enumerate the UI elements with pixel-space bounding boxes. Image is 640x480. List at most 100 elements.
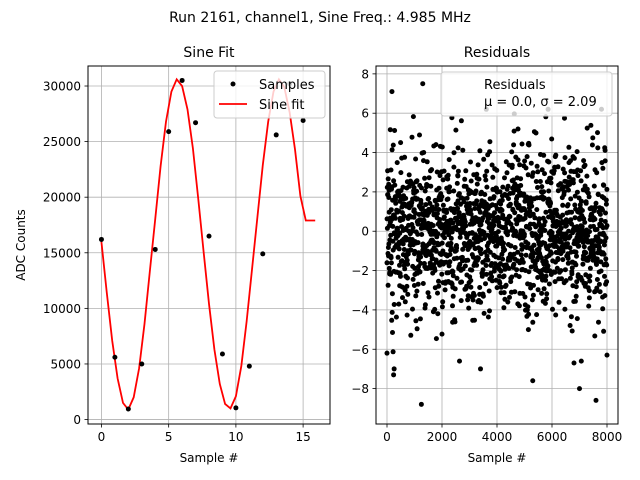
residual-point bbox=[450, 293, 456, 299]
residual-outlier-point bbox=[391, 366, 397, 372]
residual-point bbox=[392, 128, 398, 133]
residual-point bbox=[507, 294, 512, 300]
residual-point bbox=[507, 214, 513, 220]
residual-point bbox=[474, 262, 480, 268]
residual-point bbox=[553, 207, 559, 213]
residual-point bbox=[447, 189, 453, 194]
residual-point bbox=[573, 249, 579, 255]
residual-point bbox=[529, 297, 535, 303]
residual-point bbox=[533, 130, 539, 136]
legend-sine-fit-label: Sine fit bbox=[259, 98, 305, 113]
residual-outlier-point bbox=[577, 386, 582, 392]
residual-point bbox=[509, 162, 515, 168]
residual-point bbox=[432, 268, 438, 273]
residual-point bbox=[574, 224, 580, 230]
residual-point bbox=[498, 268, 504, 274]
residual-point bbox=[417, 269, 423, 275]
residual-point bbox=[594, 170, 600, 176]
residual-point bbox=[422, 302, 428, 308]
residual-point bbox=[403, 195, 409, 201]
residual-point bbox=[586, 295, 592, 301]
residual-point bbox=[494, 285, 500, 291]
residual-point bbox=[550, 215, 556, 221]
residual-point bbox=[543, 277, 549, 283]
residual-point bbox=[534, 312, 540, 318]
legend-samples-label: Samples bbox=[259, 78, 315, 93]
residual-point bbox=[565, 260, 571, 266]
sample-point bbox=[260, 251, 266, 257]
figure-suptitle: Run 2161, channel1, Sine Freq.: 4.985 MH… bbox=[169, 10, 471, 26]
residual-point bbox=[569, 271, 575, 277]
residual-point bbox=[574, 279, 580, 285]
residual-point bbox=[542, 228, 548, 233]
residual-point bbox=[434, 202, 440, 208]
residual-point bbox=[539, 272, 545, 278]
residual-point bbox=[430, 223, 436, 228]
sine-fit-x-tick-label: 10 bbox=[228, 430, 243, 444]
residual-point bbox=[415, 281, 421, 287]
residual-point bbox=[497, 280, 503, 286]
sine-fit-ylabel: ADC Counts bbox=[14, 209, 28, 281]
residual-point bbox=[592, 204, 598, 210]
residual-point bbox=[463, 168, 469, 174]
residual-point bbox=[478, 222, 484, 228]
residual-point bbox=[450, 220, 456, 226]
residual-point bbox=[454, 180, 460, 186]
residual-point bbox=[581, 244, 587, 250]
residual-point bbox=[439, 240, 445, 246]
residual-point bbox=[458, 298, 464, 304]
residual-point bbox=[534, 163, 540, 169]
residual-point bbox=[400, 184, 406, 190]
residual-point bbox=[574, 253, 579, 259]
sine-fit-plot-frame bbox=[87, 65, 331, 425]
residual-outlier-point bbox=[389, 89, 395, 95]
residual-outlier-point bbox=[478, 366, 483, 372]
residual-point bbox=[520, 259, 526, 265]
residual-point bbox=[392, 182, 398, 188]
sine-fit-y-tick-label: 0 bbox=[73, 413, 81, 427]
residual-point bbox=[462, 263, 468, 269]
residuals-y-tick-label: 6 bbox=[361, 107, 369, 121]
residual-point bbox=[597, 211, 603, 217]
residual-point bbox=[527, 226, 533, 232]
residual-point bbox=[447, 259, 453, 265]
residual-point bbox=[569, 209, 575, 215]
residual-point bbox=[400, 295, 405, 301]
residual-point bbox=[422, 188, 428, 194]
residual-point bbox=[584, 125, 590, 131]
residual-point bbox=[579, 208, 585, 213]
residual-point bbox=[460, 147, 466, 153]
residual-point bbox=[544, 291, 550, 297]
residual-point bbox=[435, 231, 441, 237]
residual-point bbox=[596, 319, 601, 325]
residual-point bbox=[491, 222, 497, 228]
sample-point bbox=[233, 405, 239, 411]
residual-point bbox=[483, 177, 489, 183]
residual-point bbox=[472, 317, 477, 323]
residual-point bbox=[484, 184, 490, 190]
sample-point bbox=[273, 132, 279, 138]
residual-point bbox=[508, 221, 514, 227]
residual-point bbox=[480, 267, 486, 273]
residuals-x-tick-label: 6000 bbox=[537, 430, 568, 444]
residual-point bbox=[508, 243, 514, 249]
residual-point bbox=[396, 301, 402, 307]
residual-point bbox=[526, 142, 532, 148]
residual-point bbox=[531, 242, 537, 248]
residual-point bbox=[558, 225, 564, 231]
residual-point bbox=[572, 298, 578, 304]
residual-point bbox=[391, 302, 397, 307]
residual-point bbox=[468, 207, 474, 213]
residual-point bbox=[591, 183, 597, 189]
residual-point bbox=[494, 167, 500, 173]
residual-point bbox=[420, 281, 426, 286]
residual-point bbox=[387, 127, 393, 133]
residual-point bbox=[475, 255, 481, 261]
residual-point bbox=[590, 135, 596, 141]
residual-point bbox=[567, 275, 573, 281]
residual-point bbox=[601, 251, 607, 257]
residual-point bbox=[580, 261, 586, 267]
residual-point bbox=[525, 241, 531, 247]
residuals-y-tick-label: −8 bbox=[351, 382, 369, 396]
residual-point bbox=[562, 115, 567, 121]
